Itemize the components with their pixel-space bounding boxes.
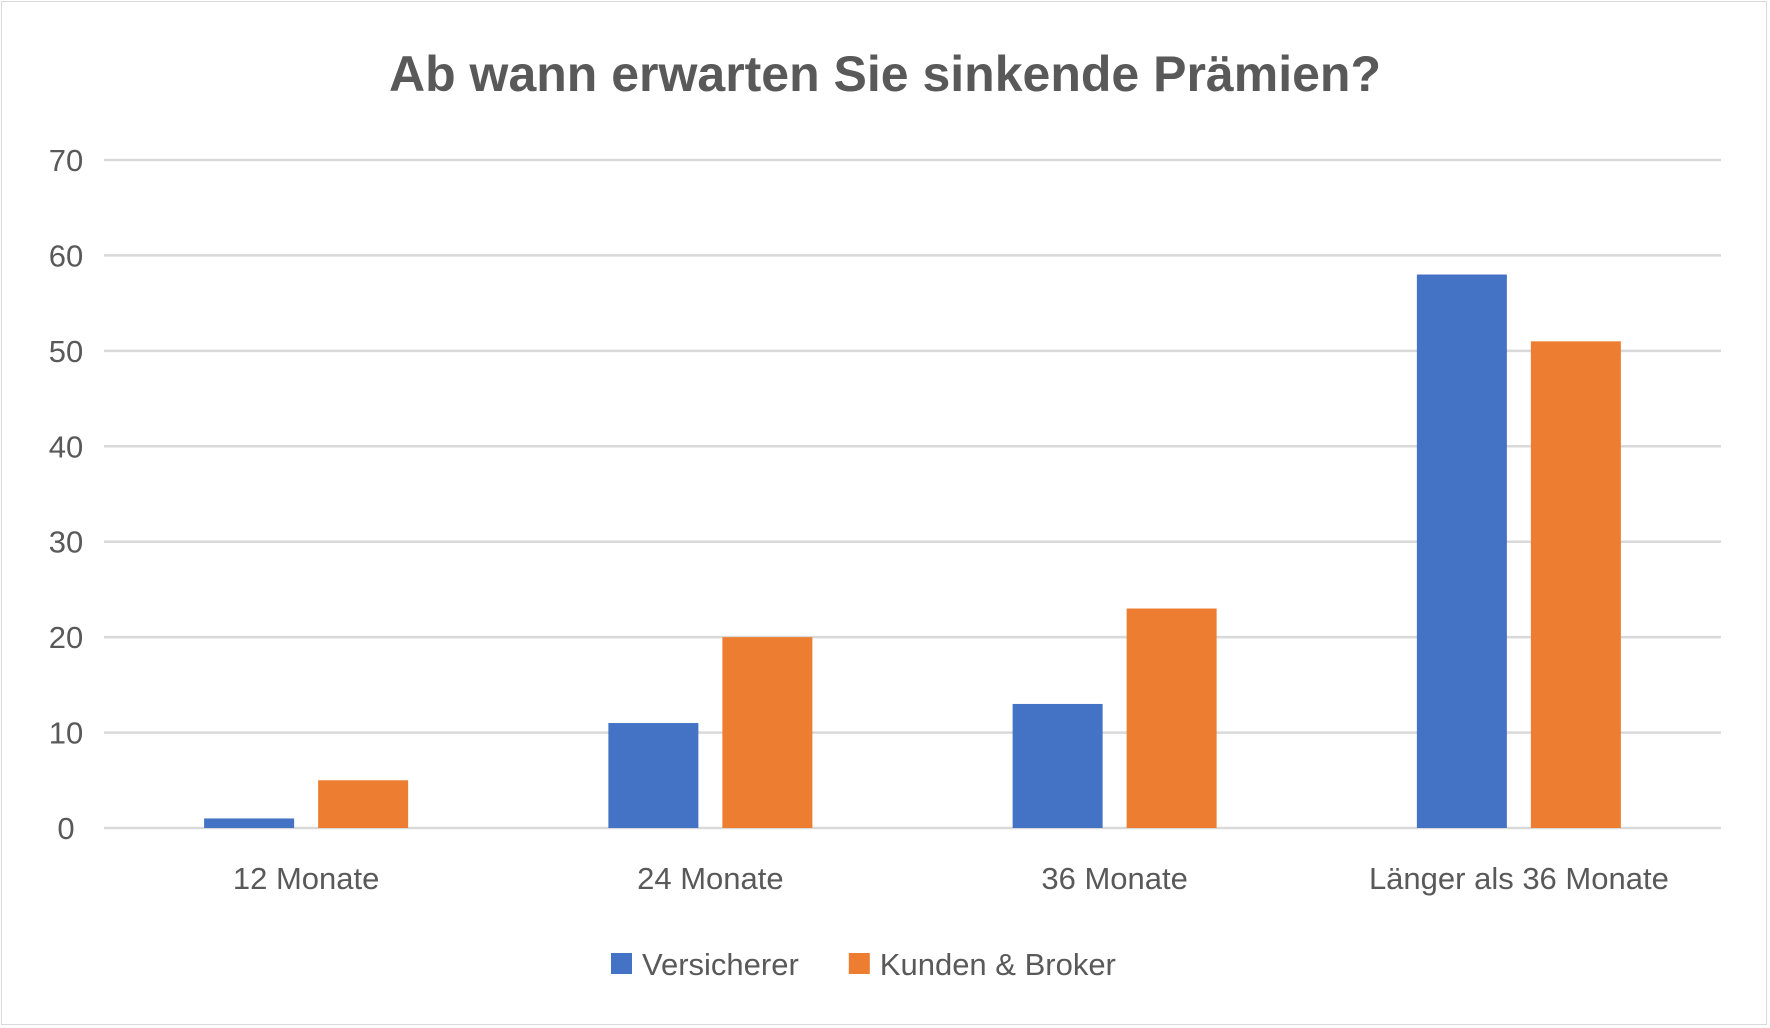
legend-label: Versicherer (642, 947, 799, 982)
bar-kunden-broker (318, 780, 409, 828)
chart-title: Ab wann erwarten Sie sinkende Prämien? (389, 46, 1381, 102)
x-category-label: Länger als 36 Monate (1369, 861, 1669, 896)
y-tick-label: 70 (49, 143, 83, 178)
x-category-label: 12 Monate (233, 861, 380, 896)
y-tick-label: 20 (49, 620, 83, 655)
bar-versicherer (1416, 274, 1507, 828)
legend-label: Kunden & Broker (880, 947, 1116, 982)
y-tick-label: 40 (49, 429, 83, 464)
y-tick-label: 50 (49, 334, 83, 369)
bar-kunden-broker (722, 637, 813, 828)
legend-swatch (848, 953, 870, 974)
bar-kunden-broker (1126, 608, 1217, 828)
y-axis-ticks: 0 10 20 30 40 50 60 70 (49, 143, 83, 846)
legend-swatch (611, 953, 632, 974)
x-category-label: 36 Monate (1041, 861, 1188, 896)
y-tick-label: 10 (49, 716, 83, 751)
legend: Versicherer Kunden & Broker (611, 947, 1116, 982)
bar-versicherer (608, 723, 699, 828)
y-tick-label: 60 (49, 238, 83, 273)
bars (204, 274, 1621, 828)
y-tick-label: 30 (49, 525, 83, 560)
y-tick-label: 0 (57, 811, 74, 846)
x-axis-labels: 12 Monate 24 Monate 36 Monate Länger als 36… (233, 861, 1669, 896)
x-category-label: 24 Monate (637, 861, 784, 896)
bar-kunden-broker (1530, 341, 1621, 828)
bar-versicherer (204, 818, 295, 828)
bar-versicherer (1012, 703, 1103, 828)
